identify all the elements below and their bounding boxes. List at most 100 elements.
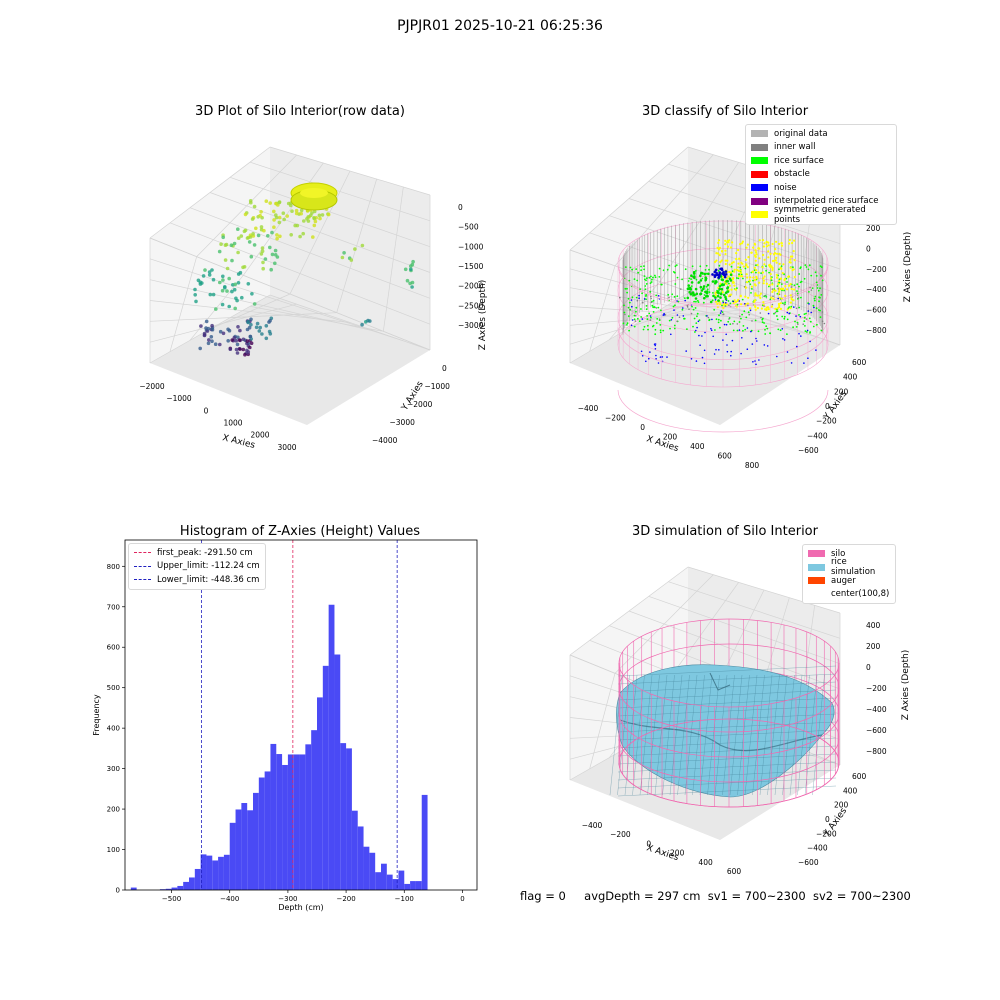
classified-point [683, 297, 686, 299]
classified-point [631, 319, 634, 321]
raw-point [238, 270, 243, 275]
y-tick-label: −4000 [372, 436, 398, 445]
classified-point [783, 303, 786, 306]
classified-point [687, 284, 690, 287]
classified-point [760, 272, 762, 274]
classified-point [650, 281, 653, 283]
classified-point [718, 287, 721, 291]
raw-point [236, 236, 241, 240]
histogram-bar [253, 792, 259, 890]
legend-swatch [808, 577, 825, 585]
raw-point [194, 299, 198, 304]
classified-point [701, 277, 704, 280]
raw-point [409, 264, 413, 268]
classified-point [763, 305, 765, 307]
raw-point [266, 234, 270, 238]
classified-point [744, 267, 747, 270]
classified-point [750, 285, 753, 288]
classified-point [754, 255, 757, 258]
classified-point [818, 300, 820, 303]
classified-point [796, 283, 799, 286]
classified-point [761, 239, 765, 242]
classified-point [636, 317, 639, 320]
classified-point [815, 349, 817, 351]
classified-point [760, 307, 763, 310]
classified-point [692, 308, 695, 311]
classified-point [692, 325, 694, 328]
classified-point [635, 315, 637, 317]
x-tick-label: −400 [220, 895, 239, 903]
classified-point [691, 305, 693, 308]
classified-point [777, 283, 780, 286]
classified-point [690, 281, 694, 284]
raw-point [317, 213, 322, 218]
classified-point [797, 297, 800, 299]
raw-point [264, 324, 269, 328]
classified-point [810, 274, 813, 277]
classified-point [732, 300, 735, 303]
raw-point [247, 240, 252, 244]
histogram-bar [317, 697, 323, 890]
classified-point [635, 296, 638, 299]
classified-point [714, 329, 716, 331]
classified-point [682, 307, 684, 309]
classified-point [803, 320, 806, 322]
classified-point [748, 279, 751, 282]
raw-point [312, 209, 317, 214]
classified-point [813, 297, 816, 300]
classified-point [715, 271, 718, 275]
classified-point [764, 333, 767, 335]
x-tick-label: 0 [640, 423, 645, 432]
classified-point [685, 350, 687, 352]
classified-point [718, 349, 720, 351]
classified-point [814, 299, 816, 302]
histogram-bar [212, 860, 219, 890]
classified-point [783, 317, 786, 320]
classified-point [717, 241, 720, 244]
classified-point [775, 273, 778, 276]
classified-point [786, 311, 789, 314]
classified-point [638, 297, 640, 299]
classified-point [650, 297, 652, 300]
classified-point [726, 245, 730, 248]
classified-point [754, 308, 757, 311]
histogram-bar [351, 810, 358, 890]
classified-point [793, 259, 796, 262]
x-tick-label: 0 [204, 406, 209, 415]
classified-point [730, 262, 734, 265]
x-tick-label: −400 [582, 821, 603, 830]
classified-point [714, 296, 717, 299]
classified-point [641, 318, 644, 320]
raw-point [277, 220, 282, 225]
raw-point [198, 346, 202, 351]
classified-point [807, 357, 809, 359]
classified-point [712, 294, 715, 298]
classified-point [637, 271, 640, 274]
classified-point [728, 270, 731, 274]
z-tick-label: 200 [866, 642, 881, 651]
classified-point [703, 362, 706, 365]
classified-point [717, 248, 720, 251]
z-tick-label: −1000 [458, 242, 484, 251]
classified-point [635, 306, 638, 309]
classified-point [729, 293, 732, 296]
classified-point [731, 278, 734, 281]
classified-point [752, 276, 755, 279]
raw-point [259, 210, 263, 214]
classified-point [699, 292, 703, 295]
classified-point [767, 256, 770, 259]
classified-point [756, 263, 759, 267]
classified-point [717, 299, 720, 302]
classified-point [661, 356, 664, 358]
classified-point [654, 328, 657, 331]
legend-item: center(100,8) [808, 588, 890, 602]
classified-point [781, 328, 784, 330]
classified-point [766, 345, 769, 347]
classified-point [739, 271, 743, 275]
classified-point [700, 289, 704, 292]
classified-point [676, 320, 678, 323]
histogram-bar [171, 887, 178, 890]
classified-point [808, 317, 811, 320]
classified-point [762, 282, 765, 285]
classified-point [677, 300, 680, 303]
